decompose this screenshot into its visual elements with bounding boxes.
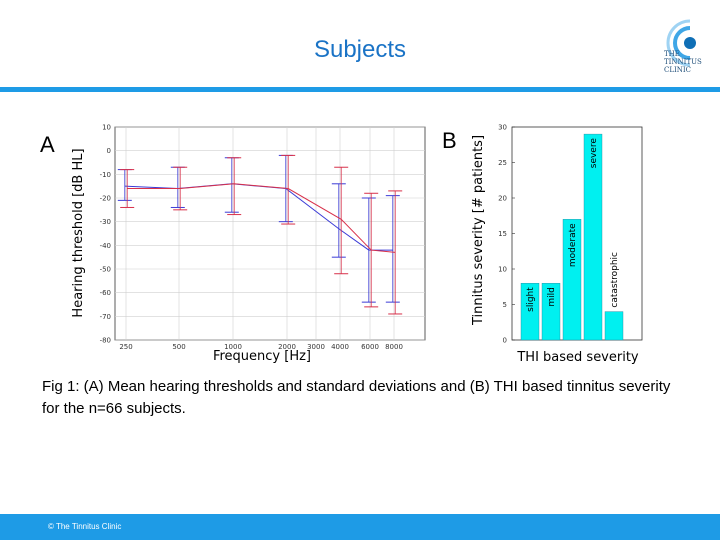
- y-tick-label: -50: [100, 266, 111, 274]
- bar-severe: [583, 133, 603, 341]
- panel-b-xlabel: THI based severity: [516, 350, 639, 365]
- panel-b-label: B: [442, 128, 457, 153]
- y-tick-label: 20: [498, 195, 507, 203]
- panel-a-x-ticks: 250 500 1000 2000 3000 4000 6000 8000: [119, 343, 403, 351]
- x-tick-label: 3000: [307, 343, 325, 351]
- bar-label-catastrophic: catastrophic: [610, 252, 620, 308]
- bar-moderate: [562, 219, 582, 341]
- y-tick-label: -40: [100, 242, 111, 250]
- slide-title: Subjects: [313, 36, 407, 63]
- x-tick-label: 6000: [361, 343, 379, 351]
- x-tick-label: 500: [172, 343, 185, 351]
- y-tick-label: 5: [503, 301, 507, 309]
- logo-line: TINNITUS: [664, 58, 702, 66]
- y-tick-label: -10: [100, 171, 111, 179]
- footer-copyright: © The Tinnitus Clinic: [48, 522, 122, 531]
- bar-label-severe: severe: [589, 138, 599, 169]
- panel-b-bars: slight mild moderate severe catastrophic: [520, 133, 624, 341]
- y-tick-label: -80: [100, 337, 111, 345]
- bar-catastrophic: [604, 311, 624, 341]
- logo-line: THE: [664, 50, 680, 58]
- logo-text: THE TINNITUS CLINIC: [664, 50, 716, 74]
- title-divider: [0, 87, 720, 92]
- y-tick-label: 25: [498, 159, 507, 167]
- y-tick-label: -70: [100, 313, 111, 321]
- logo-mid-arc: [673, 26, 691, 60]
- y-tick-label: -60: [100, 289, 111, 297]
- x-tick-label: 2000: [278, 343, 296, 351]
- panel-b-ylabel: Tinnitus severity [# patients]: [471, 135, 486, 326]
- x-tick-label: 250: [119, 343, 132, 351]
- logo-outer-arc: [666, 19, 691, 67]
- panel-a-plot-area: [114, 126, 426, 341]
- logo-dot: [684, 37, 696, 49]
- y-tick-label: -20: [100, 195, 111, 203]
- panel-b-y-ticks: 0 5 10 15 20 25 30: [498, 124, 515, 345]
- panel-a-ylabel: Hearing threshold [dB HL]: [71, 148, 86, 317]
- y-tick-label: 10: [498, 266, 507, 274]
- caption-line-2: for the n=66 subjects.: [42, 400, 186, 417]
- bar-mild: [541, 282, 561, 341]
- panel-a-y-ticks: 10 0 -10 -20 -30 -40 -50 -60 -70 -80: [100, 124, 111, 345]
- caption-line-1: Fig 1: (A) Mean hearing thresholds and s…: [42, 378, 671, 395]
- logo-line: CLINIC: [664, 66, 692, 74]
- x-tick-label: 4000: [331, 343, 349, 351]
- bar-label-mild: mild: [547, 287, 557, 306]
- y-tick-label: 10: [102, 124, 111, 132]
- y-tick-label: 15: [498, 230, 507, 238]
- x-tick-label: 8000: [385, 343, 403, 351]
- figure-caption: Fig 1: (A) Mean hearing thresholds and s…: [42, 376, 720, 420]
- panel-a-series: [117, 154, 403, 315]
- panel-a-grid: [115, 126, 425, 341]
- bar-label-slight: slight: [526, 287, 536, 312]
- y-tick-label: -30: [100, 218, 111, 226]
- x-tick-label: 1000: [224, 343, 242, 351]
- y-tick-label: 30: [498, 124, 507, 132]
- footer-bar: © The Tinnitus Clinic: [0, 514, 720, 540]
- figure-charts: A 100-10-20-30-40-50-60-70-80 250 500 1000…: [40, 124, 643, 365]
- y-tick-label: 0: [107, 147, 111, 155]
- panel-a-xlabel: Frequency [Hz]: [213, 349, 311, 364]
- bar-label-moderate: moderate: [568, 223, 578, 267]
- tinnitus-clinic-logo: [666, 19, 696, 67]
- bar-slight: [520, 282, 540, 341]
- y-tick-label: 0: [503, 337, 507, 345]
- panel-a-label: A: [40, 132, 55, 157]
